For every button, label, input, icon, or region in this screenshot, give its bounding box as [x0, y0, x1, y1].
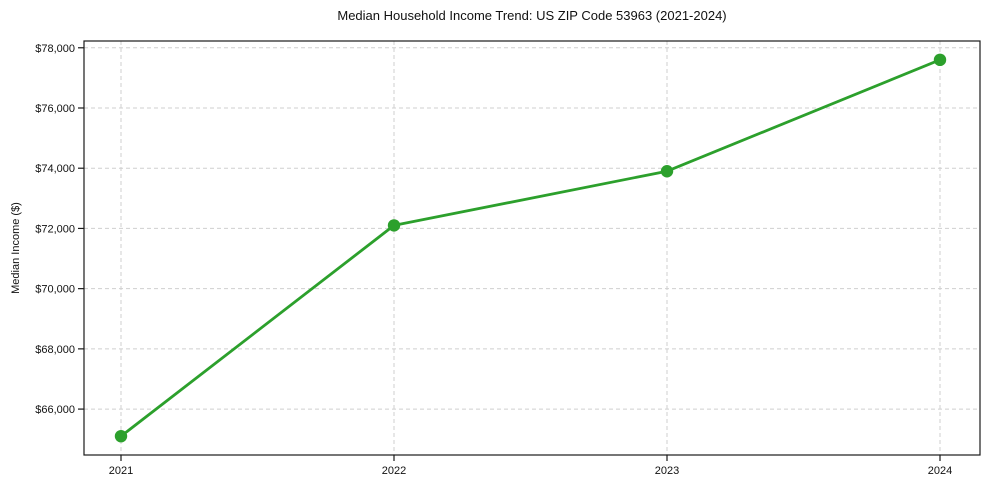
data-point	[660, 165, 674, 178]
y-tick-label: $66,000	[35, 404, 75, 416]
chart-title: Median Household Income Trend: US ZIP Co…	[337, 8, 727, 23]
axes-box	[83, 40, 981, 456]
data-point	[933, 53, 947, 67]
y-tick-label: $74,000	[35, 163, 75, 175]
y-tick-label: $76,000	[35, 103, 75, 115]
x-tick-label: 2024	[928, 465, 952, 477]
data-point	[387, 219, 401, 232]
y-tick-label: $78,000	[35, 43, 75, 55]
data-point	[114, 429, 128, 443]
y-tick-label: $70,000	[35, 284, 75, 296]
x-tick-label: 2022	[382, 465, 406, 477]
x-tick-label: 2023	[655, 465, 679, 477]
y-tick-label: $72,000	[35, 223, 75, 235]
trend-line	[119, 58, 942, 438]
y-tick-label: $68,000	[35, 344, 75, 356]
x-tick-label: 2021	[109, 465, 133, 477]
